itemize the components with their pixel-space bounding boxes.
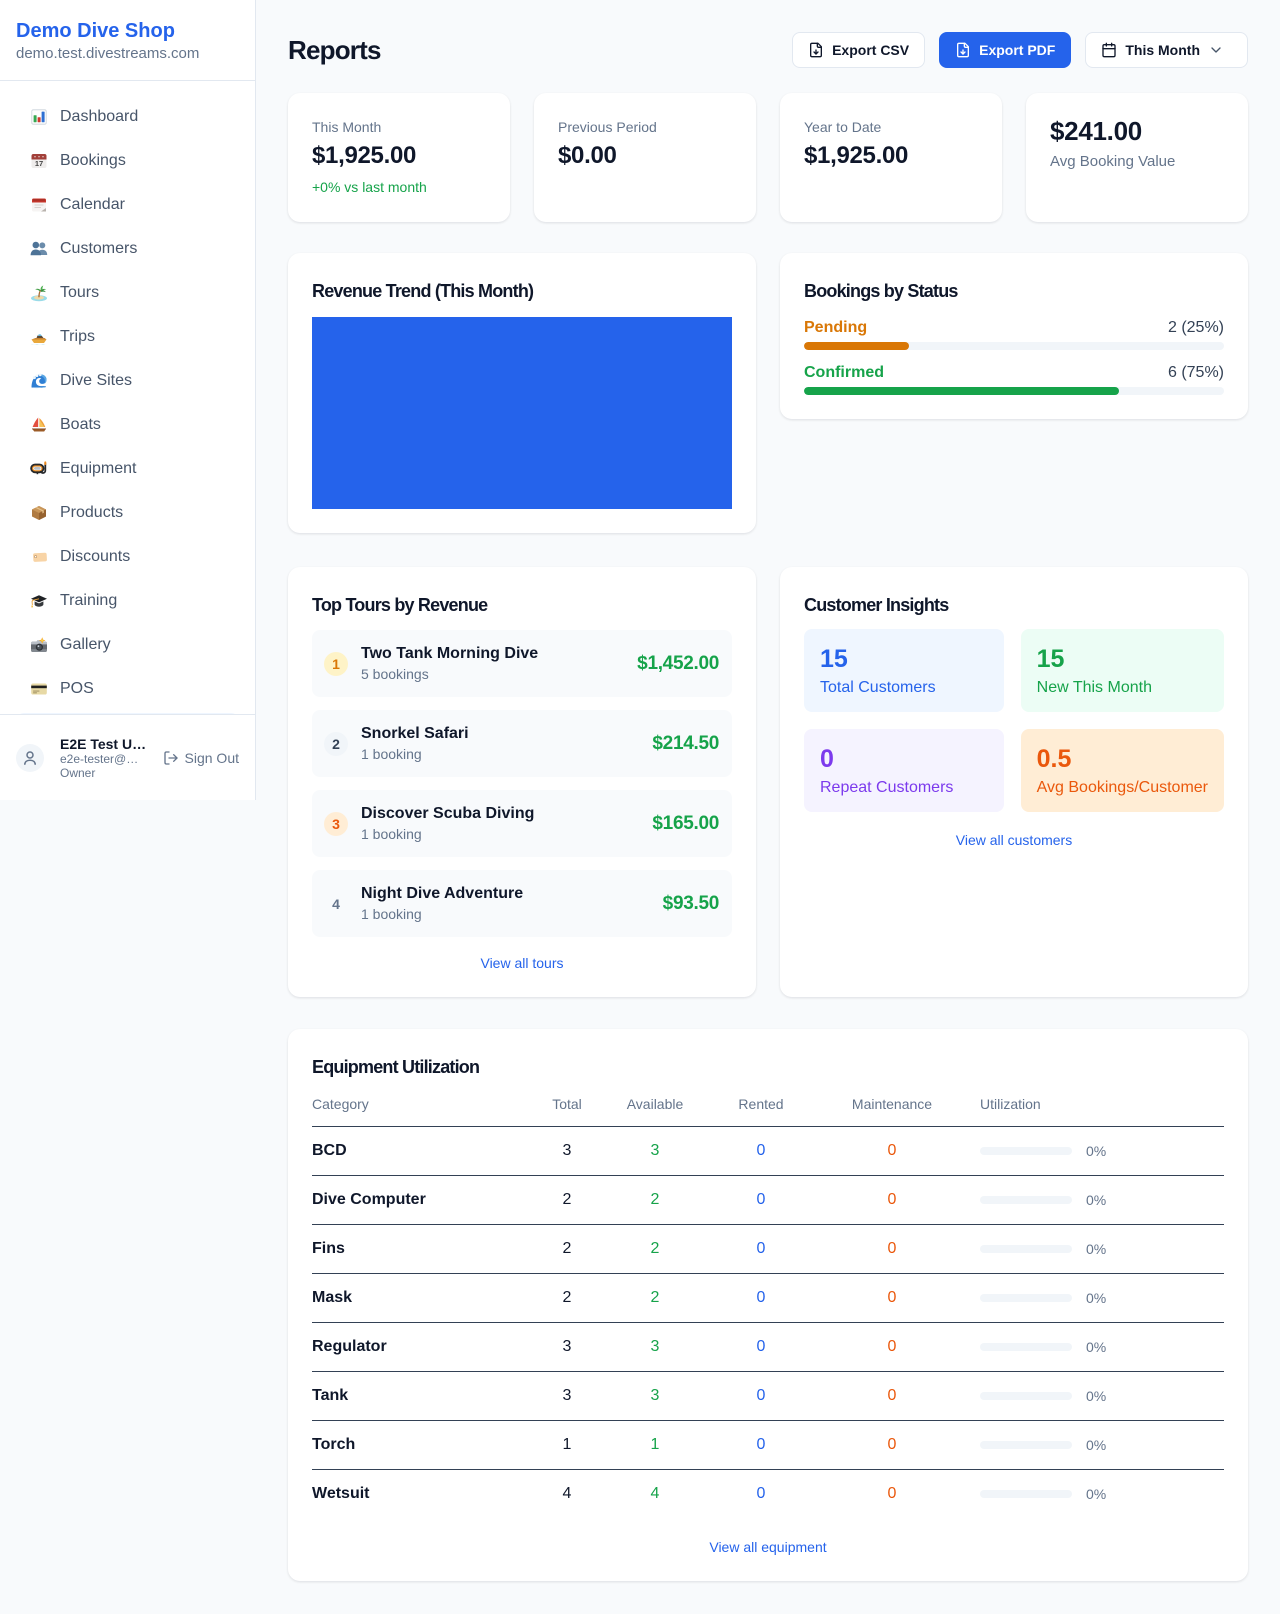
svg-text:17: 17 — [35, 159, 43, 168]
